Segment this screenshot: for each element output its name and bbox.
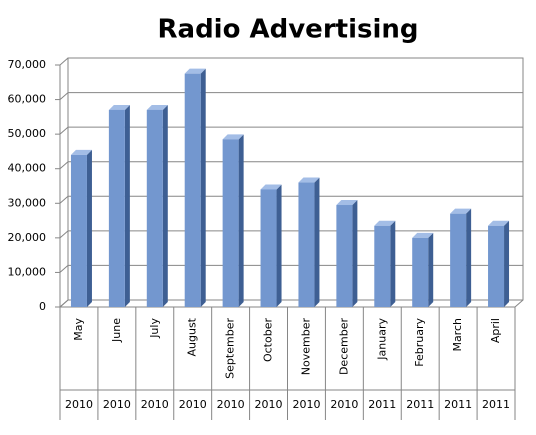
grid-line [59,57,523,66]
bar [70,154,87,307]
x-group-label: 2010 [103,398,131,411]
x-group-label: 2011 [482,398,510,411]
bar-side [314,177,320,307]
grid-line [59,230,523,239]
x-group-label: 2010 [255,398,283,411]
bar [336,205,353,307]
bar-side [352,200,358,307]
bar [146,109,163,307]
x-group-label: 2011 [406,398,434,411]
bar-top [222,134,244,140]
x-group-label: 2010 [65,398,93,411]
x-tick-label: January [375,318,388,361]
grid-line [59,195,523,204]
bar-top [336,200,358,206]
x-tick-label: November [299,318,312,376]
bar [450,213,467,307]
bar-top [184,68,206,74]
x-group-label: 2010 [292,398,320,411]
grid-line [59,126,523,135]
y-tick-label: 10,000 [8,265,47,278]
x-tick-label: May [72,318,85,341]
x-tick-label: October [262,318,275,362]
bar-side [238,134,244,307]
bar-top [70,149,92,155]
bar-top [298,177,320,183]
x-group-label: 2010 [330,398,358,411]
grid-line [59,92,523,100]
bar-side [466,208,472,307]
x-group-label: 2010 [179,398,207,411]
bar [298,182,315,307]
x-group-label: 2010 [217,398,245,411]
bar-top [412,232,434,238]
x-tick-label: March [451,318,464,352]
bar [260,189,277,307]
bar-side [200,68,206,308]
bar-side [276,184,282,307]
x-group-label: 2011 [444,398,472,411]
x-group-label: 2011 [368,398,396,411]
bar-side [390,220,396,307]
x-tick-label: July [148,318,161,339]
x-tick-label: June [110,318,123,343]
bar [412,237,429,307]
bar [488,225,505,307]
bar [374,225,391,307]
y-tick-label: 30,000 [8,196,47,209]
bar-side [162,104,168,307]
bar [222,139,239,307]
y-tick-label: 0 [39,300,46,313]
bar-top [450,208,472,214]
bar-top [108,104,130,110]
y-tick-label: 40,000 [8,162,47,175]
bar-side [124,104,130,307]
bar-top [146,104,168,110]
y-tick-label: 60,000 [8,93,47,106]
bar-side [504,220,510,307]
y-tick-label: 20,000 [8,231,47,244]
grid-line [59,299,523,308]
y-tick-label: 70,000 [8,58,47,71]
bar-side [86,149,92,307]
x-tick-label: August [186,317,199,356]
x-tick-label: December [337,318,350,376]
grid-line [59,264,523,273]
bar [108,109,125,307]
bar-top [260,184,282,190]
x-group-label: 2010 [141,398,169,411]
bar-top [374,220,396,226]
x-tick-label: February [413,318,426,367]
x-tick-label: April [489,318,502,343]
x-tick-label: September [224,318,237,379]
chart-title: Radio Advertising [158,15,419,45]
bar [184,73,201,308]
y-tick-label: 50,000 [8,127,47,140]
grid-line [59,161,523,170]
bar-side [428,232,434,307]
bar-top [488,220,510,226]
